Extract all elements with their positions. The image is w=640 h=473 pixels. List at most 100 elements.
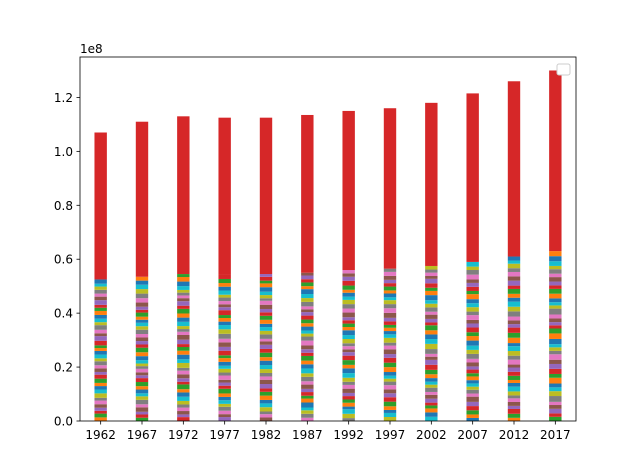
bar-segment [177, 329, 190, 332]
bar-segment [466, 319, 479, 324]
bar-segment [342, 360, 355, 365]
bar-segment [301, 340, 314, 346]
bar-segment [259, 360, 273, 366]
bar-segment [94, 354, 107, 359]
bar-segment [259, 304, 273, 309]
bar-segment [94, 314, 107, 319]
bar-segment [94, 348, 107, 351]
bar-segment [94, 283, 107, 287]
bar-segment [549, 405, 562, 409]
bar-segment [259, 287, 273, 292]
bar-segment [94, 400, 107, 405]
bar-segment [218, 321, 231, 326]
bar-segment [135, 319, 149, 323]
bar-segment [177, 295, 190, 299]
bar-segment [383, 406, 397, 410]
bar-segment [383, 304, 397, 309]
bar-segment [549, 261, 562, 266]
bar-segment [94, 293, 107, 297]
bar-segment [549, 359, 562, 364]
bar-segment [218, 294, 231, 298]
bar-segment [549, 354, 562, 360]
bar-segment [301, 279, 314, 283]
bar-segment [466, 290, 479, 295]
bar-segment [507, 343, 521, 347]
bar-segment [466, 414, 479, 418]
bar-segment [342, 355, 355, 361]
bar-segment [383, 389, 397, 394]
bar-segment [507, 386, 521, 392]
bar-segment [177, 286, 190, 290]
bar-segment [94, 350, 107, 355]
bar-segment [259, 315, 273, 320]
bar-segment [342, 364, 355, 369]
bar-segment [383, 300, 397, 305]
bar-segment [259, 312, 273, 316]
bar-top-segment [383, 108, 397, 269]
bar-segment [259, 319, 273, 324]
bar-segment [466, 327, 479, 333]
bar-segment [466, 340, 479, 346]
bar-segment [342, 373, 355, 378]
bar-segment [549, 288, 562, 294]
bar-segment [301, 417, 314, 421]
bar-stack-1987 [301, 114, 314, 421]
bar-segment [383, 354, 397, 358]
x-tick-label: 2007 [457, 428, 488, 442]
bar-segment [177, 298, 190, 302]
bar-segment [259, 308, 273, 313]
bar-segment [507, 401, 521, 406]
bar-segment [342, 402, 355, 407]
bar-segment [425, 330, 438, 335]
bar-segment [507, 364, 521, 368]
bar-segment [549, 350, 562, 355]
bar-segment [425, 408, 438, 413]
bar-segment [342, 392, 355, 397]
bar-segment [94, 368, 107, 372]
bar-segment [259, 323, 273, 328]
bar-segment [425, 272, 438, 277]
bar-segment [259, 280, 273, 284]
bar-segment [342, 346, 355, 350]
bar-segment [135, 347, 149, 353]
bar-segment [218, 406, 231, 411]
bar-segment [218, 310, 231, 316]
bar-segment [135, 363, 149, 367]
bar-segment [466, 358, 479, 363]
bar-segment [94, 365, 107, 369]
bar-segment [466, 315, 479, 320]
bar-segment [383, 321, 397, 325]
bar-segment [218, 290, 231, 295]
bar-segment [425, 278, 438, 284]
bar-segment [94, 296, 107, 301]
x-tick-label: 1962 [85, 428, 116, 442]
bar-segment [383, 378, 397, 382]
bar-segment [383, 397, 397, 402]
bar-segment [135, 326, 149, 330]
bar-segment [549, 368, 562, 374]
bar-segment [383, 381, 397, 386]
bar-segment [507, 288, 521, 294]
bar-top-segment [549, 70, 562, 252]
bar-segment [218, 365, 231, 369]
bar-segment [135, 306, 149, 310]
bar-segment [383, 286, 397, 291]
bar-segment [259, 403, 273, 408]
bar-segment [466, 380, 479, 384]
x-tick-label: 2002 [416, 428, 447, 442]
bar-segment [218, 304, 231, 308]
bar-segment [94, 393, 107, 398]
bar-segment [425, 318, 438, 323]
bar-segment [94, 371, 107, 375]
bar-segment [507, 324, 521, 328]
bar-segment [259, 300, 273, 305]
bar-segment [549, 396, 562, 402]
bar-segment [549, 401, 562, 406]
bar-segment [425, 276, 438, 279]
x-tick-label: 1972 [168, 428, 199, 442]
bar-segment [383, 362, 397, 368]
bar-segment [218, 361, 231, 366]
bar-segment [383, 334, 397, 338]
bar-segment [135, 360, 149, 364]
bar-segment [218, 385, 231, 389]
